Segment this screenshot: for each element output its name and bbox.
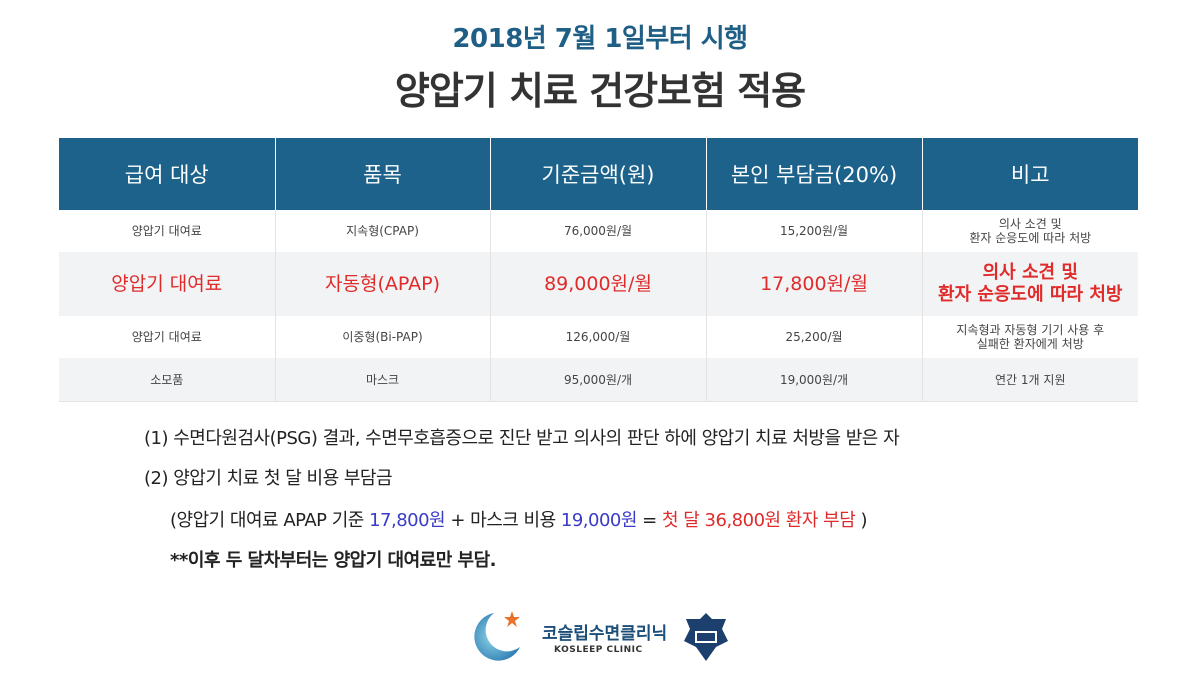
- calc-rental-amount: 17,800원: [369, 510, 446, 531]
- column-header: 기준금액(원): [489, 138, 707, 210]
- column-header: 품목: [274, 138, 491, 210]
- table-cell: 자동형(APAP): [274, 252, 491, 316]
- clinic-name-english: KOSLEEP CLINIC: [554, 645, 643, 655]
- calc-text: (양압기 대여료 APAP 기준: [170, 510, 370, 531]
- table-cell: 의사 소견 및 환자 순응도에 따라 처방: [921, 210, 1138, 252]
- table-header-row: 급여 대상 품목 기준금액(원) 본인 부담금(20%) 비고: [59, 138, 1138, 210]
- table-cell: 소모품: [59, 358, 276, 402]
- table-cell: 95,000원/개: [489, 358, 707, 402]
- calc-text: ): [855, 510, 868, 531]
- note-eligibility: (1) 수면다원검사(PSG) 결과, 수면무호흡증으로 진단 받고 의사의 판…: [144, 428, 900, 449]
- table-cell: 15,200원/월: [705, 210, 923, 252]
- note-first-month-heading: (2) 양압기 치료 첫 달 비용 부담금: [144, 468, 393, 489]
- calc-total: 첫 달 36,800원 환자 부담: [661, 510, 856, 531]
- table-cell: 의사 소견 및 환자 순응도에 따라 처방: [921, 252, 1138, 316]
- table-cell: 126,000/월: [489, 316, 707, 358]
- calc-text: + 마스크 비용: [445, 510, 561, 531]
- table-row: 양압기 대여료 이중형(Bi-PAP) 126,000/월 25,200/월 지…: [59, 316, 1138, 358]
- university-emblem-icon: [684, 613, 728, 661]
- table-cell: 연간 1개 지원: [921, 358, 1138, 402]
- crescent-moon-icon: [474, 611, 520, 661]
- note-first-month-calculation: (양압기 대여료 APAP 기준 17,800원 + 마스크 비용 19,000…: [170, 506, 868, 532]
- table-cell: 양압기 대여료: [59, 316, 276, 358]
- calc-mask-amount: 19,000원: [560, 510, 638, 531]
- column-header: 급여 대상: [59, 138, 276, 210]
- table-row: 양압기 대여료 지속형(CPAP) 76,000원/월 15,200원/월 의사…: [59, 210, 1138, 252]
- table-cell: 이중형(Bi-PAP): [274, 316, 491, 358]
- table-row: 소모품 마스크 95,000원/개 19,000원/개 연간 1개 지원: [59, 358, 1138, 402]
- table-cell: 마스크: [274, 358, 491, 402]
- page-title: 양압기 치료 건강보험 적용: [394, 69, 806, 113]
- clinic-logo: 코슬립수면클리닉 KOSLEEP CLINIC: [462, 607, 742, 667]
- calc-text: =: [636, 510, 662, 531]
- table-cell: 양압기 대여료: [59, 210, 276, 252]
- table-cell: 지속형과 자동형 기기 사용 후 실패한 환자에게 처방: [921, 316, 1138, 358]
- table-row-highlighted: 양압기 대여료 자동형(APAP) 89,000원/월 17,800원/월 의사…: [59, 252, 1138, 316]
- table-cell: 양압기 대여료: [59, 252, 276, 316]
- table-cell: 19,000원/개: [705, 358, 923, 402]
- clinic-name: 코슬립수면클리닉: [542, 624, 668, 644]
- table-cell: 지속형(CPAP): [274, 210, 491, 252]
- table-cell: 76,000원/월: [489, 210, 707, 252]
- table-cell: 89,000원/월: [489, 252, 707, 316]
- note-subsequent-months: **이후 두 달차부터는 양압기 대여료만 부담.: [170, 550, 497, 571]
- coverage-table: 급여 대상 품목 기준금액(원) 본인 부담금(20%) 비고 양압기 대여료 …: [59, 138, 1138, 402]
- effective-date-subtitle: 2018년 7월 1일부터 시행: [452, 24, 748, 54]
- table-cell: 25,200/월: [705, 316, 923, 358]
- table-cell: 17,800원/월: [705, 252, 923, 316]
- column-header: 본인 부담금(20%): [705, 138, 923, 210]
- column-header: 비고: [921, 138, 1138, 210]
